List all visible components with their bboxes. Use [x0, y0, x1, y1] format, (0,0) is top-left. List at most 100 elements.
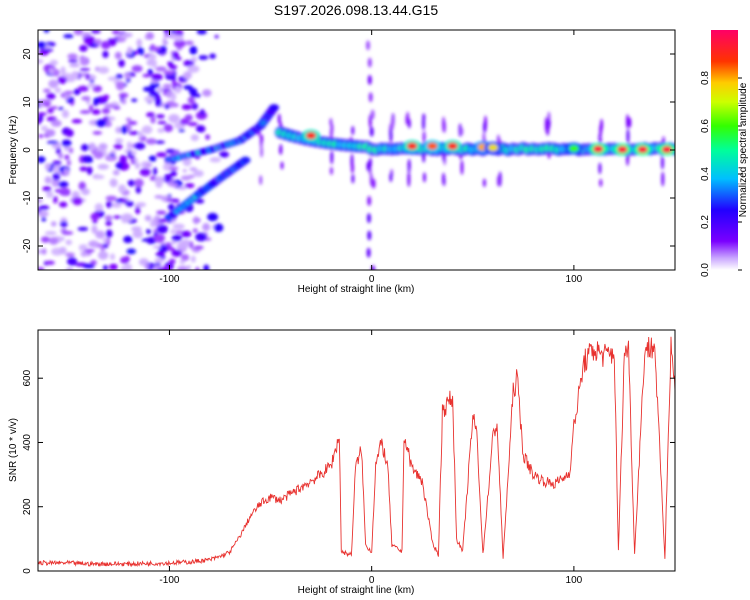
- noise-blob: [118, 92, 129, 98]
- colorbar-tick-label: 0.2: [700, 215, 711, 229]
- noise-blob: [73, 30, 84, 36]
- spike-blob: [407, 158, 411, 172]
- noise-blob: [43, 102, 51, 108]
- noise-blob: [170, 92, 177, 101]
- noise-blob: [167, 61, 174, 67]
- noise-blob: [181, 239, 191, 246]
- spike-blob: [259, 175, 263, 186]
- spectrogram-xlabel: Height of straight line (km): [298, 284, 415, 295]
- noise-blob: [109, 178, 118, 188]
- noise-blob: [38, 156, 46, 164]
- noise-blob: [110, 253, 115, 261]
- noise-blob: [157, 218, 168, 223]
- noise-blob: [113, 143, 123, 150]
- noise-blob: [102, 50, 109, 59]
- noise-blob: [182, 157, 192, 167]
- noise-blob: [151, 73, 163, 81]
- noise-blob: [114, 51, 122, 60]
- noise-blob: [40, 236, 50, 243]
- streak-blob: [367, 57, 372, 68]
- noise-blob: [189, 45, 198, 55]
- noise-blob: [190, 100, 196, 106]
- noise-blob: [43, 30, 50, 33]
- noise-blob: [152, 61, 157, 69]
- noise-blob: [115, 161, 124, 170]
- noise-blob: [38, 266, 45, 270]
- spike-blob: [329, 117, 333, 127]
- noise-blob: [176, 265, 189, 270]
- noise-blob: [187, 65, 200, 73]
- spike-blob: [660, 155, 664, 170]
- streak-blob: [366, 247, 371, 258]
- noise-blob: [138, 258, 149, 266]
- snr-x-tick-label: 0: [369, 575, 375, 586]
- noise-blob: [69, 63, 80, 68]
- noise-blob: [46, 92, 56, 100]
- noise-blob: [64, 90, 74, 95]
- noise-blob: [115, 81, 125, 91]
- noise-blob: [162, 83, 173, 89]
- noise-blob: [188, 87, 198, 95]
- noise-blob: [153, 234, 166, 242]
- noise-blob: [111, 30, 121, 35]
- noise-blob: [92, 220, 98, 224]
- hot-spot: [568, 145, 579, 153]
- noise-blob: [94, 38, 102, 45]
- spike-blob: [406, 111, 410, 125]
- noise-blob: [168, 258, 176, 265]
- noise-blob: [77, 85, 89, 92]
- noise-blob: [202, 89, 212, 97]
- noise-blob: [154, 215, 161, 221]
- noise-blob: [121, 97, 127, 105]
- noise-blob: [47, 107, 54, 114]
- noise-blob: [50, 106, 58, 110]
- noise-blob: [172, 223, 185, 230]
- noise-blob: [95, 119, 107, 128]
- noise-blob: [90, 259, 97, 266]
- noise-blob: [162, 37, 167, 46]
- noise-blob: [135, 206, 141, 215]
- spectrogram-x-tick-label: 0: [369, 274, 375, 285]
- noise-blob: [67, 53, 78, 60]
- noise-blob: [111, 202, 122, 208]
- noise-blob: [68, 59, 78, 63]
- noise-blob: [94, 203, 104, 212]
- noise-blob: [38, 113, 44, 123]
- snr-y-tick-label: 400: [22, 434, 33, 451]
- noise-blob: [144, 264, 150, 269]
- noise-blob: [154, 257, 164, 264]
- noise-blob: [125, 117, 132, 122]
- noise-blob: [174, 86, 182, 94]
- noise-blob: [66, 159, 72, 167]
- noise-blob: [132, 229, 143, 239]
- noise-blob: [53, 195, 58, 204]
- noise-blob: [79, 56, 89, 66]
- noise-blob: [78, 181, 86, 191]
- noise-blob: [81, 96, 91, 101]
- noise-blob: [92, 85, 103, 93]
- noise-blob: [177, 186, 187, 190]
- noise-blob: [169, 247, 176, 252]
- noise-blob: [135, 185, 142, 194]
- streak-blob: [366, 161, 371, 172]
- spike-blob: [407, 171, 411, 187]
- noise-blob: [52, 172, 61, 181]
- snr-y-tick-label: 0: [22, 568, 33, 574]
- spike-blob: [547, 119, 551, 131]
- noise-blob: [169, 166, 179, 171]
- streak-blob: [370, 109, 375, 120]
- noise-blob: [183, 59, 195, 67]
- noise-blob: [65, 239, 73, 246]
- noise-blob: [40, 125, 49, 132]
- noise-blob: [93, 150, 104, 159]
- noise-blob: [105, 201, 113, 209]
- noise-blob: [61, 109, 70, 119]
- noise-blob: [219, 151, 230, 158]
- noise-blob: [143, 86, 155, 92]
- noise-blob: [139, 47, 144, 56]
- noise-blob: [92, 131, 103, 135]
- noise-blob: [109, 263, 118, 270]
- noise-blob: [180, 254, 190, 261]
- noise-blob: [213, 223, 224, 232]
- spectrogram-y-tick-label: 20: [22, 48, 33, 60]
